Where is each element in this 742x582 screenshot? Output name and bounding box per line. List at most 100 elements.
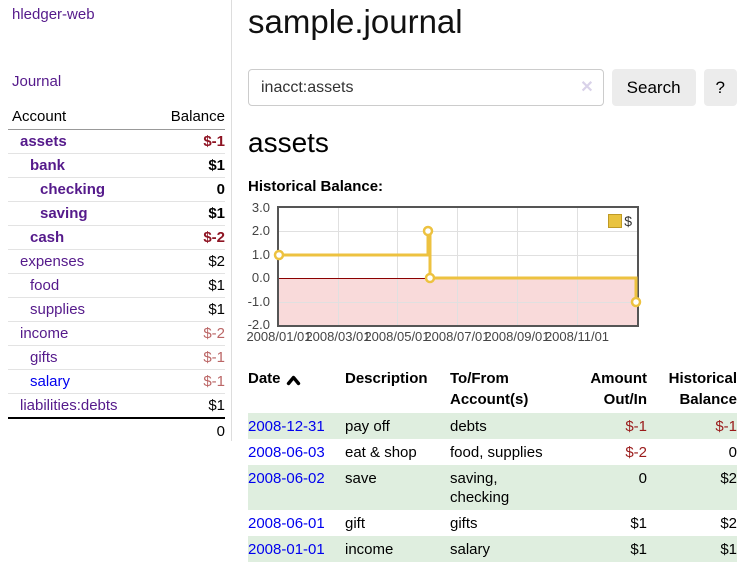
transaction-row: 2008-12-31 pay off debts $-1 $-1 bbox=[248, 413, 737, 439]
transaction-balance: $-1 bbox=[715, 418, 737, 435]
account-row: assets $-1 bbox=[8, 129, 225, 154]
page-title: sample.journal bbox=[248, 3, 463, 40]
x-tick: 2008/09/01 bbox=[484, 329, 550, 344]
account-balance: 0 bbox=[216, 181, 225, 198]
account-balance: $1 bbox=[208, 205, 225, 222]
transaction-accounts: food, supplies bbox=[450, 444, 543, 461]
accounts-column-header: To/From Account(s) bbox=[450, 370, 529, 408]
account-row: checking 0 bbox=[8, 177, 225, 202]
description-column-header: Description bbox=[345, 370, 428, 387]
transaction-date-link[interactable]: 2008-06-03 bbox=[248, 444, 325, 461]
balance-series-line bbox=[273, 225, 642, 308]
sort-ascending-chevron-icon bbox=[286, 375, 300, 385]
account-link-food[interactable]: food bbox=[30, 277, 60, 294]
x-tick: 2008/07/01 bbox=[424, 329, 490, 344]
chart-title: Historical Balance: bbox=[248, 178, 384, 195]
transaction-description: income bbox=[345, 541, 394, 558]
y-tick: -1.0 bbox=[247, 294, 270, 309]
account-heading: assets bbox=[248, 127, 329, 158]
transaction-date-link[interactable]: 2008-12-31 bbox=[248, 418, 325, 435]
app-title-link[interactable]: hledger-web bbox=[12, 6, 95, 23]
x-tick: 2008/11/01 bbox=[544, 329, 610, 344]
transaction-amount: 0 bbox=[638, 470, 647, 487]
balance-column-header: Balance bbox=[149, 106, 225, 130]
account-row: gifts $-1 bbox=[8, 345, 225, 370]
account-link-salary[interactable]: salary bbox=[30, 373, 71, 390]
transaction-row: 2008-06-03 eat & shop food, supplies $-2… bbox=[248, 439, 737, 465]
transaction-row: 2008-06-02 save saving, checking 0 $2 bbox=[248, 465, 737, 510]
account-row: bank $1 bbox=[8, 153, 225, 178]
sidebar-item-journal[interactable]: Journal bbox=[12, 73, 62, 90]
sidebar: hledger-web Journal Account Balance asse… bbox=[0, 0, 232, 444]
account-link-supplies[interactable]: supplies bbox=[30, 301, 86, 318]
clear-search-icon[interactable]: ✕ bbox=[580, 79, 594, 96]
account-row: salary $-1 bbox=[8, 369, 225, 394]
transaction-accounts: salary bbox=[450, 541, 491, 558]
account-balance: $1 bbox=[208, 397, 225, 414]
x-tick: 2008/01/01 bbox=[246, 329, 312, 344]
accounts-balance-table: Account Balance assets $-1 bank $1 check… bbox=[8, 106, 225, 444]
account-row: income $-2 bbox=[8, 321, 225, 346]
transaction-row: 2008-06-01 gift gifts $1 $2 bbox=[248, 510, 737, 536]
transaction-accounts: saving, checking bbox=[450, 470, 510, 506]
account-link-checking[interactable]: checking bbox=[40, 181, 106, 198]
legend-label: $ bbox=[624, 213, 632, 229]
account-balance: $2 bbox=[208, 253, 225, 270]
chart-legend: $ bbox=[608, 213, 632, 229]
account-balance: $-1 bbox=[203, 133, 225, 150]
account-link-expenses[interactable]: expenses bbox=[20, 253, 85, 270]
transaction-date-link[interactable]: 2008-01-01 bbox=[248, 541, 325, 558]
transaction-amount: $1 bbox=[630, 541, 647, 558]
x-tick: 2008/05/01 bbox=[364, 329, 430, 344]
balance-chart: $ 3.0 2.0 1.0 0.0 -1.0 -2.0 2008/01/01 2… bbox=[246, 200, 737, 348]
account-link-liabilities-debts[interactable]: liabilities:debts bbox=[20, 397, 118, 414]
search-form: ✕ Search ? bbox=[248, 69, 737, 106]
account-balance: $-1 bbox=[203, 373, 225, 390]
transaction-amount: $-1 bbox=[625, 418, 647, 435]
account-link-cash[interactable]: cash bbox=[30, 229, 65, 246]
amount-column-header: Amount Out/In bbox=[590, 370, 647, 408]
transaction-description: gift bbox=[345, 515, 366, 532]
x-tick: 2008/03/01 bbox=[305, 329, 371, 344]
account-link-saving[interactable]: saving bbox=[40, 205, 88, 222]
balance-column-header: Historical Balance bbox=[668, 370, 737, 408]
account-balance: $-2 bbox=[203, 325, 225, 342]
transaction-balance: 0 bbox=[728, 444, 737, 461]
account-balance: $-2 bbox=[203, 229, 225, 246]
account-link-income[interactable]: income bbox=[20, 325, 69, 342]
transaction-balance: $2 bbox=[720, 515, 737, 532]
transaction-accounts: gifts bbox=[450, 515, 478, 532]
account-link-gifts[interactable]: gifts bbox=[30, 349, 58, 366]
account-balance: $-1 bbox=[203, 349, 225, 366]
transaction-accounts: debts bbox=[450, 418, 487, 435]
y-tick: 2.0 bbox=[251, 223, 270, 238]
search-input[interactable] bbox=[248, 69, 604, 106]
transaction-amount: $-2 bbox=[625, 444, 647, 461]
transaction-date-link[interactable]: 2008-06-01 bbox=[248, 515, 325, 532]
main-content: sample.journal ✕ Search ? assets Histori… bbox=[233, 0, 742, 562]
account-row: food $1 bbox=[8, 273, 225, 298]
y-tick: 1.0 bbox=[251, 247, 270, 262]
accounts-total-row: 0 bbox=[8, 417, 225, 444]
accounts-total-value: 0 bbox=[149, 417, 225, 444]
account-link-bank[interactable]: bank bbox=[30, 157, 66, 174]
account-row: saving $1 bbox=[8, 201, 225, 226]
accounts-column-header: Account bbox=[8, 106, 150, 130]
transaction-description: pay off bbox=[345, 418, 390, 435]
account-balance: $1 bbox=[208, 277, 225, 294]
y-tick: 0.0 bbox=[251, 270, 270, 285]
help-button[interactable]: ? bbox=[703, 69, 737, 106]
account-link-assets[interactable]: assets bbox=[20, 133, 67, 150]
sort-by-date-header[interactable]: Date bbox=[248, 368, 301, 389]
y-tick: -2.0 bbox=[247, 317, 270, 332]
legend-swatch-icon bbox=[608, 214, 623, 228]
account-row: cash $-2 bbox=[8, 225, 225, 250]
transaction-balance: $2 bbox=[720, 470, 737, 487]
transaction-amount: $1 bbox=[630, 515, 647, 532]
chart-plot-area: $ bbox=[273, 206, 642, 327]
transaction-date-link[interactable]: 2008-06-02 bbox=[248, 470, 325, 487]
transaction-balance: $1 bbox=[720, 541, 737, 558]
transaction-description: save bbox=[345, 470, 377, 487]
search-button[interactable]: Search bbox=[611, 69, 696, 106]
transaction-description: eat & shop bbox=[345, 444, 417, 461]
